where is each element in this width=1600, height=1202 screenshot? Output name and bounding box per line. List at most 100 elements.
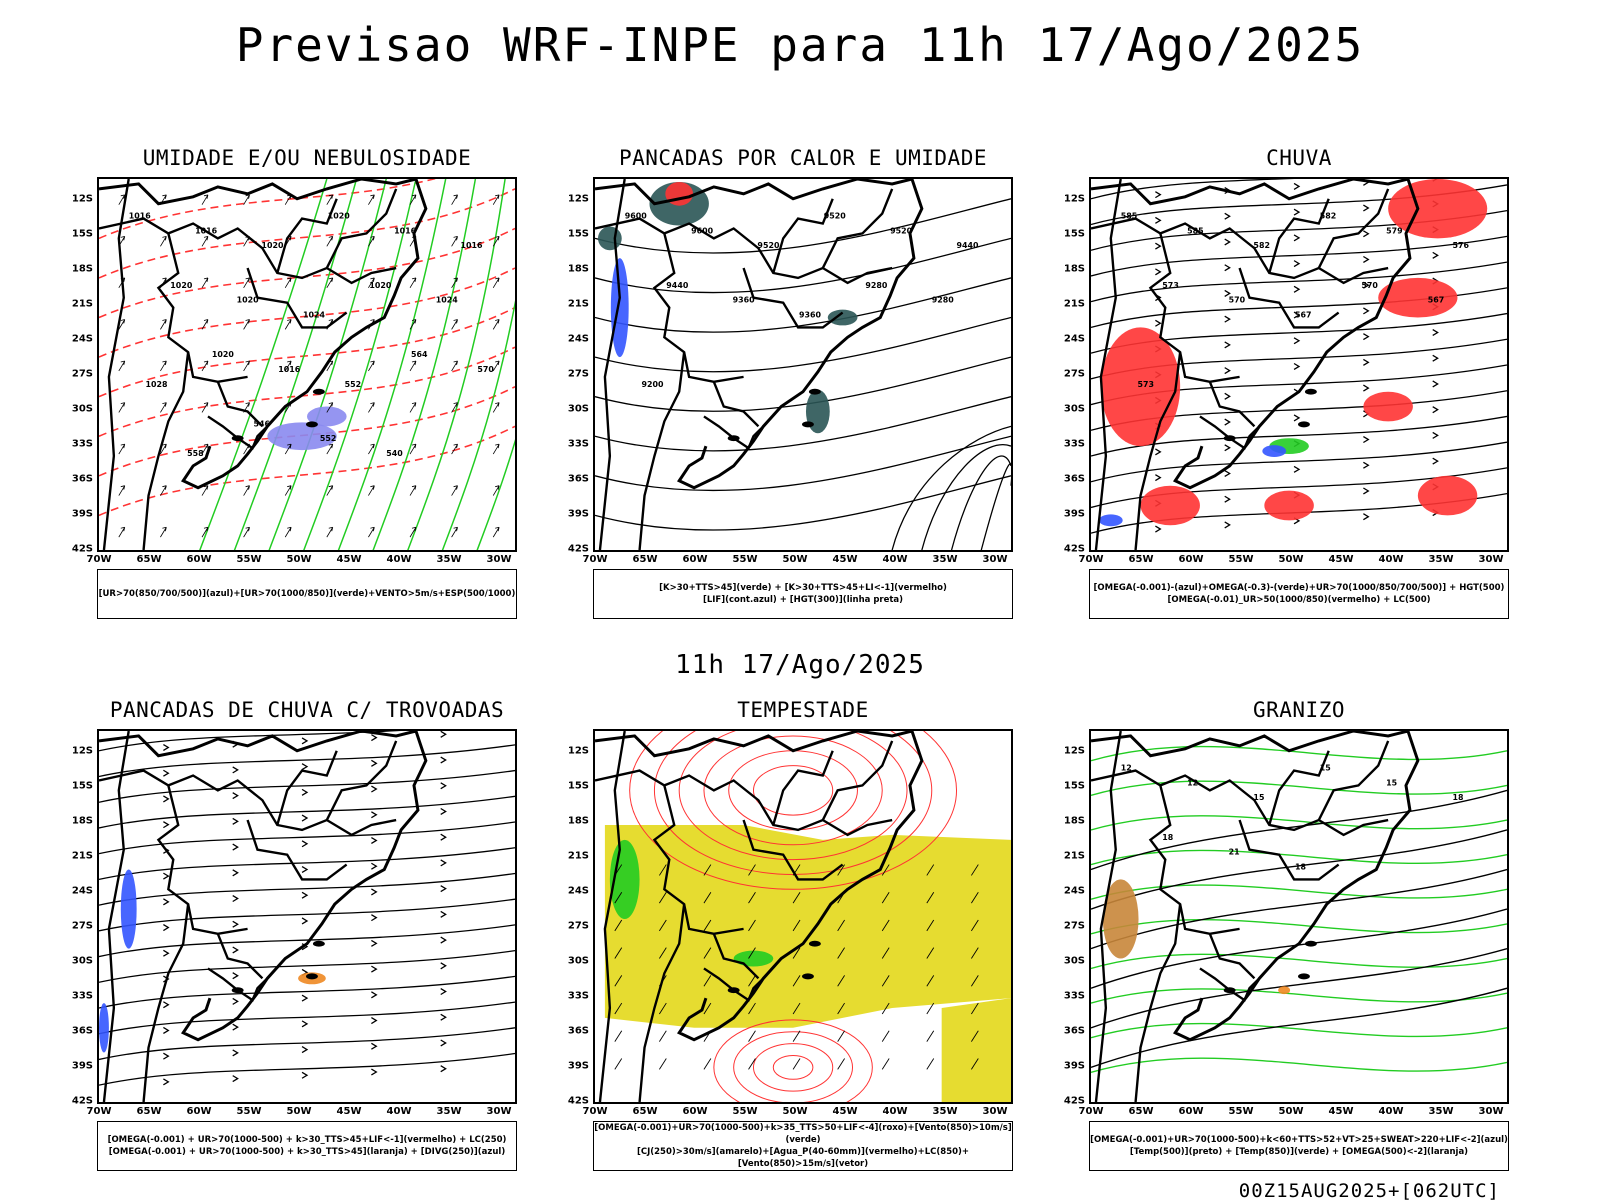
water-vapor-red-contour [752, 1043, 834, 1092]
wind-vector [492, 319, 500, 330]
longitude-tick-label: 30W [486, 554, 512, 565]
longitude-tick-label: 40W [1378, 1106, 1404, 1117]
longitude-axis: 70W 65W 60W 55W 50W 45W 40W 35W 30W [583, 554, 1013, 568]
latitude-tick-label: 27S [71, 368, 93, 380]
longitude-axis: 70W 65W 60W 55W 50W 45W 40W 35W 30W [1079, 1106, 1509, 1120]
flow-arrow [1224, 521, 1231, 529]
temp850-contour [1091, 884, 1507, 900]
wind-vector [201, 526, 209, 538]
lake [1298, 421, 1310, 428]
wind-vector [703, 892, 712, 904]
border-line [638, 351, 686, 550]
longitude-tick-label: 65W [136, 1106, 162, 1117]
latitude-tick-label: 39S [71, 1060, 93, 1072]
wind-vector [881, 1002, 890, 1015]
lake [802, 421, 814, 428]
flow-arrow [1155, 448, 1162, 456]
longitude-axis: 70W 65W 60W 55W 50W 45W 40W 35W 30W [583, 1106, 1013, 1120]
border-line [1094, 731, 1122, 1102]
lake [727, 987, 740, 994]
latitude-tick-label: 27S [567, 920, 589, 932]
wind-vector [326, 443, 334, 455]
panel-title: GRANIZO [1252, 698, 1345, 722]
humidity-contour [476, 439, 515, 550]
panel-legend: [OMEGA(-0.001)+UR>70(1000-500)+k<60+TTS>… [1089, 1121, 1509, 1171]
wind-vector [368, 402, 375, 413]
longitude-tick-label: 50W [1278, 554, 1304, 565]
temp850-contour [1091, 780, 1507, 796]
wind-vector [748, 919, 756, 932]
flow-arrow [232, 792, 239, 800]
legend-line: [OMEGA(-0.01)_UR>50(1000/850)(vermelho) … [1167, 595, 1431, 605]
flow-arrow [1155, 268, 1162, 276]
hail-orange-area [1278, 986, 1291, 995]
streamline [99, 769, 515, 803]
border-line [652, 785, 744, 936]
forecast-map-4 [97, 729, 517, 1104]
lake [1298, 973, 1310, 980]
contour-label: 582 [1320, 212, 1337, 221]
temp500-contour [1091, 947, 1507, 1029]
lake [1304, 940, 1317, 947]
wind-vector [792, 947, 801, 959]
wind-vector [748, 1058, 756, 1070]
humidity-blue-area [307, 406, 347, 427]
thickness-contour [99, 188, 515, 279]
contour-label: 9360 [733, 296, 756, 305]
wind-vector [368, 485, 375, 496]
jet-stream-yellow-area [941, 998, 1011, 1102]
flow-arrow [440, 988, 447, 996]
longitude-tick-label: 60W [1178, 554, 1204, 565]
humidity-contour [441, 300, 515, 550]
water-vapor-red-contour [629, 731, 957, 890]
longitude-tick-label: 70W [86, 554, 112, 565]
wind-vector [160, 485, 167, 496]
longitude-tick-label: 45W [336, 554, 362, 565]
contour-label: 9520 [757, 241, 780, 250]
longitude-tick-label: 35W [436, 1106, 462, 1117]
flow-arrow [440, 1039, 447, 1047]
water-vapor-red-contour [752, 765, 834, 816]
flow-arrow [1363, 436, 1370, 444]
wind-vector [971, 1002, 979, 1015]
flow-arrow [1224, 289, 1231, 297]
wind-vector [243, 485, 250, 496]
rain-red-area [1264, 490, 1314, 521]
contour-label: 567 [1295, 311, 1312, 320]
flow-arrow [163, 1052, 170, 1060]
wind-vector [284, 526, 292, 538]
wind-vector [409, 319, 417, 330]
border-line [1208, 933, 1256, 980]
border-line [1148, 233, 1240, 384]
wind-vector [881, 947, 890, 959]
wind-vector [971, 892, 979, 904]
flow-arrow [1293, 311, 1301, 319]
flow-arrow [371, 862, 378, 870]
border-line [102, 731, 130, 1102]
wind-vector [451, 485, 458, 496]
longitude-tick-label: 65W [1128, 554, 1154, 565]
wind-vector [451, 402, 458, 413]
model-run-label: 00Z15AUG2025+[062UTC] [1238, 1180, 1500, 1202]
contour-label: 1020 [170, 281, 193, 290]
wind-vector [118, 526, 126, 538]
latitude-tick-label: 33S [71, 438, 93, 450]
wind-vector [703, 1002, 712, 1015]
wind-vector [284, 443, 292, 455]
flow-arrow [301, 840, 309, 848]
flow-arrow [1432, 457, 1439, 465]
panel-legend: [K>30+TTS>45](verde) + [K>30+TTS>45+LI<-… [593, 569, 1013, 619]
wind-vector [659, 1002, 667, 1015]
contour-label: 558 [187, 449, 204, 458]
contour-label: 9600 [625, 212, 648, 221]
wind-vector [201, 402, 209, 413]
flow-arrow [301, 1046, 309, 1054]
longitude-tick-label: 60W [682, 554, 708, 565]
longitude-tick-label: 45W [832, 1106, 858, 1117]
contour-label: 9520 [890, 226, 913, 235]
flow-arrow [371, 759, 378, 767]
longitude-tick-label: 50W [782, 554, 808, 565]
wind-vector [614, 947, 623, 959]
flow-arrow [371, 965, 378, 973]
longitude-tick-label: 35W [932, 1106, 958, 1117]
